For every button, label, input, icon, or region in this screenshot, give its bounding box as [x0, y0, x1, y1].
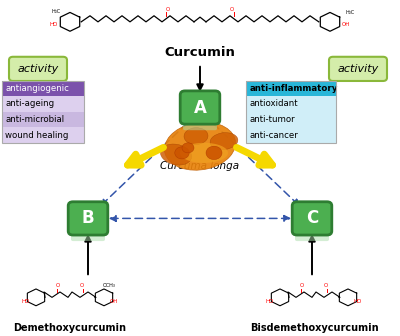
FancyBboxPatch shape — [183, 119, 217, 130]
FancyBboxPatch shape — [71, 230, 105, 241]
Text: O: O — [324, 283, 328, 288]
Bar — [2, 81, 84, 143]
FancyBboxPatch shape — [329, 57, 387, 81]
Bar — [246, 96, 336, 112]
Text: OH: OH — [342, 22, 350, 27]
Bar — [2, 112, 84, 127]
Text: O: O — [230, 7, 234, 12]
Text: O: O — [56, 283, 60, 288]
Text: anti-microbial: anti-microbial — [5, 115, 64, 124]
Text: anti-ageing: anti-ageing — [5, 99, 54, 109]
Circle shape — [206, 146, 222, 160]
Bar — [2, 81, 84, 96]
Bar — [2, 127, 84, 143]
Text: C: C — [306, 209, 318, 227]
FancyBboxPatch shape — [295, 230, 329, 241]
Text: O: O — [80, 283, 84, 288]
Text: O: O — [166, 7, 170, 12]
Text: HO: HO — [22, 299, 30, 304]
Circle shape — [175, 147, 189, 159]
Ellipse shape — [184, 128, 208, 144]
Bar — [246, 81, 336, 143]
Text: antioxidant: antioxidant — [249, 99, 298, 109]
Text: O: O — [300, 283, 304, 288]
FancyBboxPatch shape — [180, 91, 220, 124]
Ellipse shape — [180, 143, 228, 163]
Text: OH: OH — [110, 299, 118, 304]
Text: H₃C: H₃C — [52, 9, 60, 14]
Bar — [246, 112, 336, 127]
Ellipse shape — [164, 122, 236, 170]
Text: anti-cancer: anti-cancer — [249, 130, 298, 139]
Bar — [2, 96, 84, 112]
Text: anti-tumor: anti-tumor — [249, 115, 295, 124]
Text: Curcumin: Curcumin — [164, 46, 236, 58]
Circle shape — [182, 143, 194, 153]
Text: HO: HO — [354, 299, 362, 304]
Text: Demethoxycurcumin: Demethoxycurcumin — [14, 323, 126, 333]
FancyBboxPatch shape — [68, 202, 108, 235]
Text: activity: activity — [337, 64, 379, 74]
Text: A: A — [194, 98, 206, 117]
Text: HO: HO — [50, 22, 58, 27]
Text: B: B — [82, 209, 94, 227]
Text: Bisdemethoxycurcumin: Bisdemethoxycurcumin — [250, 323, 378, 333]
Text: H₃C: H₃C — [346, 10, 354, 15]
Text: wound healing: wound healing — [5, 130, 68, 139]
Text: antiangiogenic: antiangiogenic — [5, 84, 69, 93]
FancyBboxPatch shape — [292, 202, 332, 235]
Ellipse shape — [210, 133, 238, 150]
Bar — [246, 127, 336, 143]
Text: anti-inflammatory: anti-inflammatory — [249, 84, 338, 93]
FancyBboxPatch shape — [9, 57, 67, 81]
Text: activity: activity — [17, 64, 59, 74]
Text: HO: HO — [266, 299, 274, 304]
Text: Curcuma longa: Curcuma longa — [160, 161, 240, 171]
Bar — [246, 81, 336, 96]
Text: OCH₃: OCH₃ — [103, 283, 116, 288]
Ellipse shape — [160, 144, 192, 165]
